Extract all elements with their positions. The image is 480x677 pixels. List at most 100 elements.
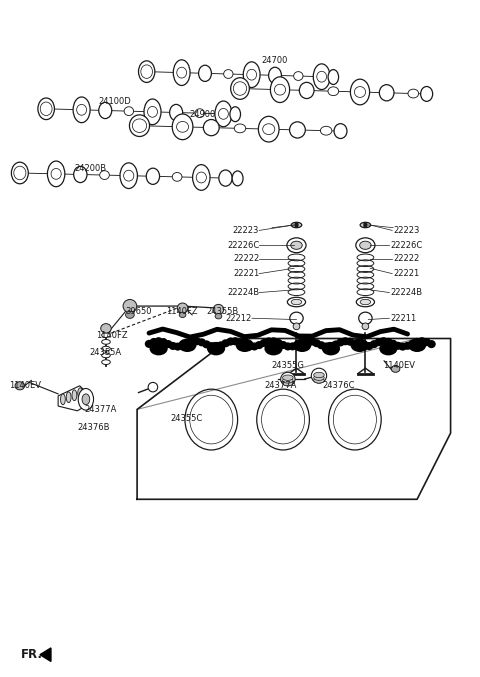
Ellipse shape: [275, 84, 286, 95]
Ellipse shape: [202, 341, 211, 349]
Text: 22226C: 22226C: [227, 241, 259, 250]
Ellipse shape: [213, 305, 224, 315]
Ellipse shape: [291, 241, 302, 249]
Text: 22226C: 22226C: [391, 241, 423, 250]
Ellipse shape: [196, 172, 206, 183]
Ellipse shape: [274, 338, 283, 347]
Ellipse shape: [216, 341, 225, 349]
Ellipse shape: [334, 124, 347, 139]
Ellipse shape: [284, 343, 292, 351]
Ellipse shape: [408, 340, 417, 348]
Ellipse shape: [148, 383, 157, 392]
Text: 39650: 39650: [125, 307, 152, 316]
Text: 22223: 22223: [233, 226, 259, 235]
Ellipse shape: [168, 342, 177, 350]
Ellipse shape: [293, 323, 300, 330]
Ellipse shape: [215, 313, 222, 319]
Text: 24377A: 24377A: [264, 381, 296, 391]
Ellipse shape: [172, 173, 182, 181]
Ellipse shape: [289, 122, 305, 138]
Ellipse shape: [51, 169, 61, 179]
Circle shape: [295, 222, 299, 227]
Ellipse shape: [183, 340, 192, 348]
Ellipse shape: [179, 312, 186, 318]
Ellipse shape: [264, 337, 273, 345]
Ellipse shape: [313, 64, 330, 89]
Ellipse shape: [269, 337, 278, 345]
Ellipse shape: [283, 378, 293, 383]
Polygon shape: [58, 386, 89, 411]
Text: FR.: FR.: [21, 648, 43, 661]
Ellipse shape: [245, 343, 254, 351]
Ellipse shape: [215, 101, 232, 127]
Ellipse shape: [270, 77, 289, 102]
Ellipse shape: [279, 341, 288, 349]
Ellipse shape: [420, 87, 432, 102]
Ellipse shape: [218, 108, 228, 119]
Ellipse shape: [102, 359, 110, 364]
Ellipse shape: [231, 337, 240, 345]
Ellipse shape: [240, 341, 249, 349]
Ellipse shape: [288, 297, 306, 307]
Ellipse shape: [236, 338, 254, 352]
Ellipse shape: [173, 60, 190, 85]
Ellipse shape: [146, 168, 159, 184]
Text: 24900: 24900: [190, 110, 216, 118]
Ellipse shape: [362, 323, 369, 330]
Ellipse shape: [102, 346, 110, 351]
Ellipse shape: [188, 338, 196, 346]
Ellipse shape: [78, 388, 83, 399]
Ellipse shape: [336, 338, 345, 347]
Ellipse shape: [102, 333, 110, 338]
Ellipse shape: [232, 171, 243, 185]
Ellipse shape: [303, 337, 312, 345]
Ellipse shape: [100, 171, 109, 179]
Ellipse shape: [12, 162, 28, 183]
Ellipse shape: [144, 99, 161, 125]
Ellipse shape: [314, 378, 324, 383]
Ellipse shape: [374, 338, 383, 346]
Ellipse shape: [155, 337, 163, 345]
Ellipse shape: [312, 368, 326, 383]
Ellipse shape: [250, 343, 259, 351]
Ellipse shape: [177, 121, 189, 132]
Text: 1140EV: 1140EV: [9, 381, 41, 391]
Ellipse shape: [199, 65, 211, 81]
Ellipse shape: [291, 222, 302, 227]
Ellipse shape: [73, 97, 90, 123]
Text: 22221: 22221: [233, 269, 259, 278]
Ellipse shape: [66, 392, 71, 403]
Ellipse shape: [328, 70, 338, 85]
Ellipse shape: [195, 109, 204, 118]
Ellipse shape: [132, 119, 147, 133]
Ellipse shape: [314, 375, 324, 380]
Ellipse shape: [384, 338, 393, 346]
Ellipse shape: [398, 343, 407, 351]
Text: 24376B: 24376B: [77, 423, 110, 432]
Ellipse shape: [141, 65, 153, 79]
Ellipse shape: [204, 120, 219, 135]
Ellipse shape: [231, 78, 249, 100]
Ellipse shape: [283, 380, 293, 386]
Ellipse shape: [326, 342, 335, 350]
Ellipse shape: [207, 342, 216, 350]
Ellipse shape: [341, 337, 349, 345]
Ellipse shape: [308, 337, 316, 345]
Ellipse shape: [312, 339, 321, 347]
Ellipse shape: [370, 340, 378, 348]
Text: 22222: 22222: [233, 255, 259, 263]
Ellipse shape: [379, 342, 397, 355]
Ellipse shape: [226, 338, 235, 346]
Ellipse shape: [145, 340, 154, 348]
Ellipse shape: [258, 116, 279, 142]
Text: 1140FZ: 1140FZ: [96, 330, 128, 340]
Polygon shape: [137, 338, 451, 500]
Ellipse shape: [290, 312, 303, 324]
Ellipse shape: [224, 70, 233, 79]
Ellipse shape: [427, 340, 436, 348]
Text: 22224B: 22224B: [391, 288, 423, 297]
Text: 24376C: 24376C: [323, 381, 355, 391]
Ellipse shape: [101, 324, 111, 333]
Ellipse shape: [197, 338, 206, 347]
Ellipse shape: [287, 238, 306, 253]
